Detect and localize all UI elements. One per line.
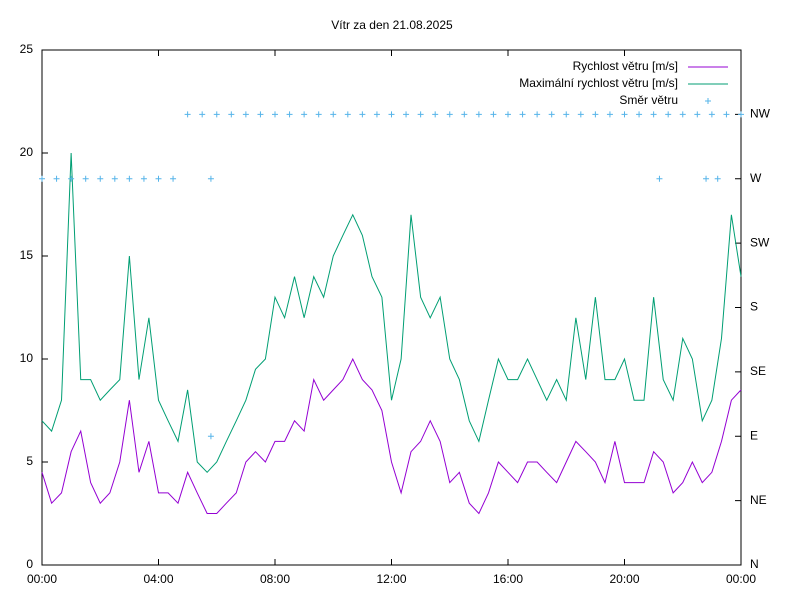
- point: [359, 111, 366, 118]
- series-line: [41, 357, 742, 515]
- point: [68, 175, 75, 182]
- series-line: [41, 152, 742, 474]
- x-tick-label: 04:00: [143, 572, 173, 586]
- point: [665, 111, 672, 118]
- point: [53, 175, 60, 182]
- point: [490, 111, 497, 118]
- y2-tick-label: W: [750, 171, 762, 185]
- y2-tick-label: NW: [750, 107, 771, 121]
- y2-tick-label: NE: [750, 493, 767, 507]
- x-tick-label: 08:00: [260, 572, 290, 586]
- point: [315, 111, 322, 118]
- point: [126, 175, 133, 182]
- x-tick-label: 16:00: [493, 572, 523, 586]
- legend-key: [705, 98, 711, 104]
- point: [97, 175, 104, 182]
- y2-tick-label: SE: [750, 364, 766, 378]
- point: [475, 111, 482, 118]
- point: [694, 111, 701, 118]
- point: [563, 111, 570, 118]
- point: [534, 111, 541, 118]
- point: [679, 111, 686, 118]
- point: [140, 175, 147, 182]
- point: [606, 111, 613, 118]
- point: [656, 175, 663, 182]
- x-tick-label: 00:00: [27, 572, 57, 586]
- y-tick-label: 0: [26, 557, 33, 571]
- y-tick-label: 20: [20, 145, 34, 159]
- y-tick-label: 10: [20, 351, 34, 365]
- y2-tick-label: E: [750, 428, 758, 442]
- point: [621, 111, 628, 118]
- point: [199, 111, 206, 118]
- point: [723, 111, 730, 118]
- point: [257, 111, 264, 118]
- legend-label: Rychlost větru [m/s]: [573, 59, 678, 73]
- point: [228, 111, 235, 118]
- point: [207, 433, 214, 440]
- x-tick-label: 20:00: [609, 572, 639, 586]
- point: [373, 111, 380, 118]
- legend-label: Maximální rychlost větru [m/s]: [519, 76, 678, 90]
- x-tick-label: 00:00: [726, 572, 756, 586]
- point: [82, 175, 89, 182]
- point: [432, 111, 439, 118]
- point: [155, 175, 162, 182]
- point: [170, 175, 177, 182]
- point: [636, 111, 643, 118]
- point: [519, 111, 526, 118]
- point: [446, 111, 453, 118]
- point: [548, 111, 555, 118]
- point: [505, 111, 511, 118]
- point: [703, 175, 710, 182]
- point: [330, 111, 337, 118]
- y-tick-label: 5: [26, 454, 33, 468]
- point: [417, 111, 424, 118]
- point: [301, 111, 308, 118]
- point: [714, 175, 721, 182]
- chart-title: Vítr za den 21.08.2025: [331, 18, 453, 32]
- point: [388, 111, 395, 118]
- point: [708, 111, 715, 118]
- x-tick-label: 12:00: [376, 572, 406, 586]
- y2-tick-label: N: [750, 557, 759, 571]
- point: [272, 111, 278, 118]
- y2-tick-label: SW: [750, 235, 770, 249]
- point: [286, 111, 293, 118]
- point: [184, 111, 191, 118]
- y-tick-label: 15: [20, 248, 34, 262]
- point: [213, 111, 220, 118]
- point: [738, 111, 744, 118]
- point: [344, 111, 351, 118]
- legend-label: Směr větru: [619, 93, 678, 107]
- point: [111, 175, 118, 182]
- point: [207, 175, 214, 182]
- point: [577, 111, 584, 118]
- point: [461, 111, 468, 118]
- point: [403, 111, 410, 118]
- plot-border: [41, 49, 742, 566]
- y2-tick-label: S: [750, 300, 758, 314]
- point: [650, 111, 657, 118]
- y-tick-label: 25: [20, 42, 34, 56]
- point: [39, 175, 45, 182]
- point: [592, 111, 599, 118]
- point: [242, 111, 249, 118]
